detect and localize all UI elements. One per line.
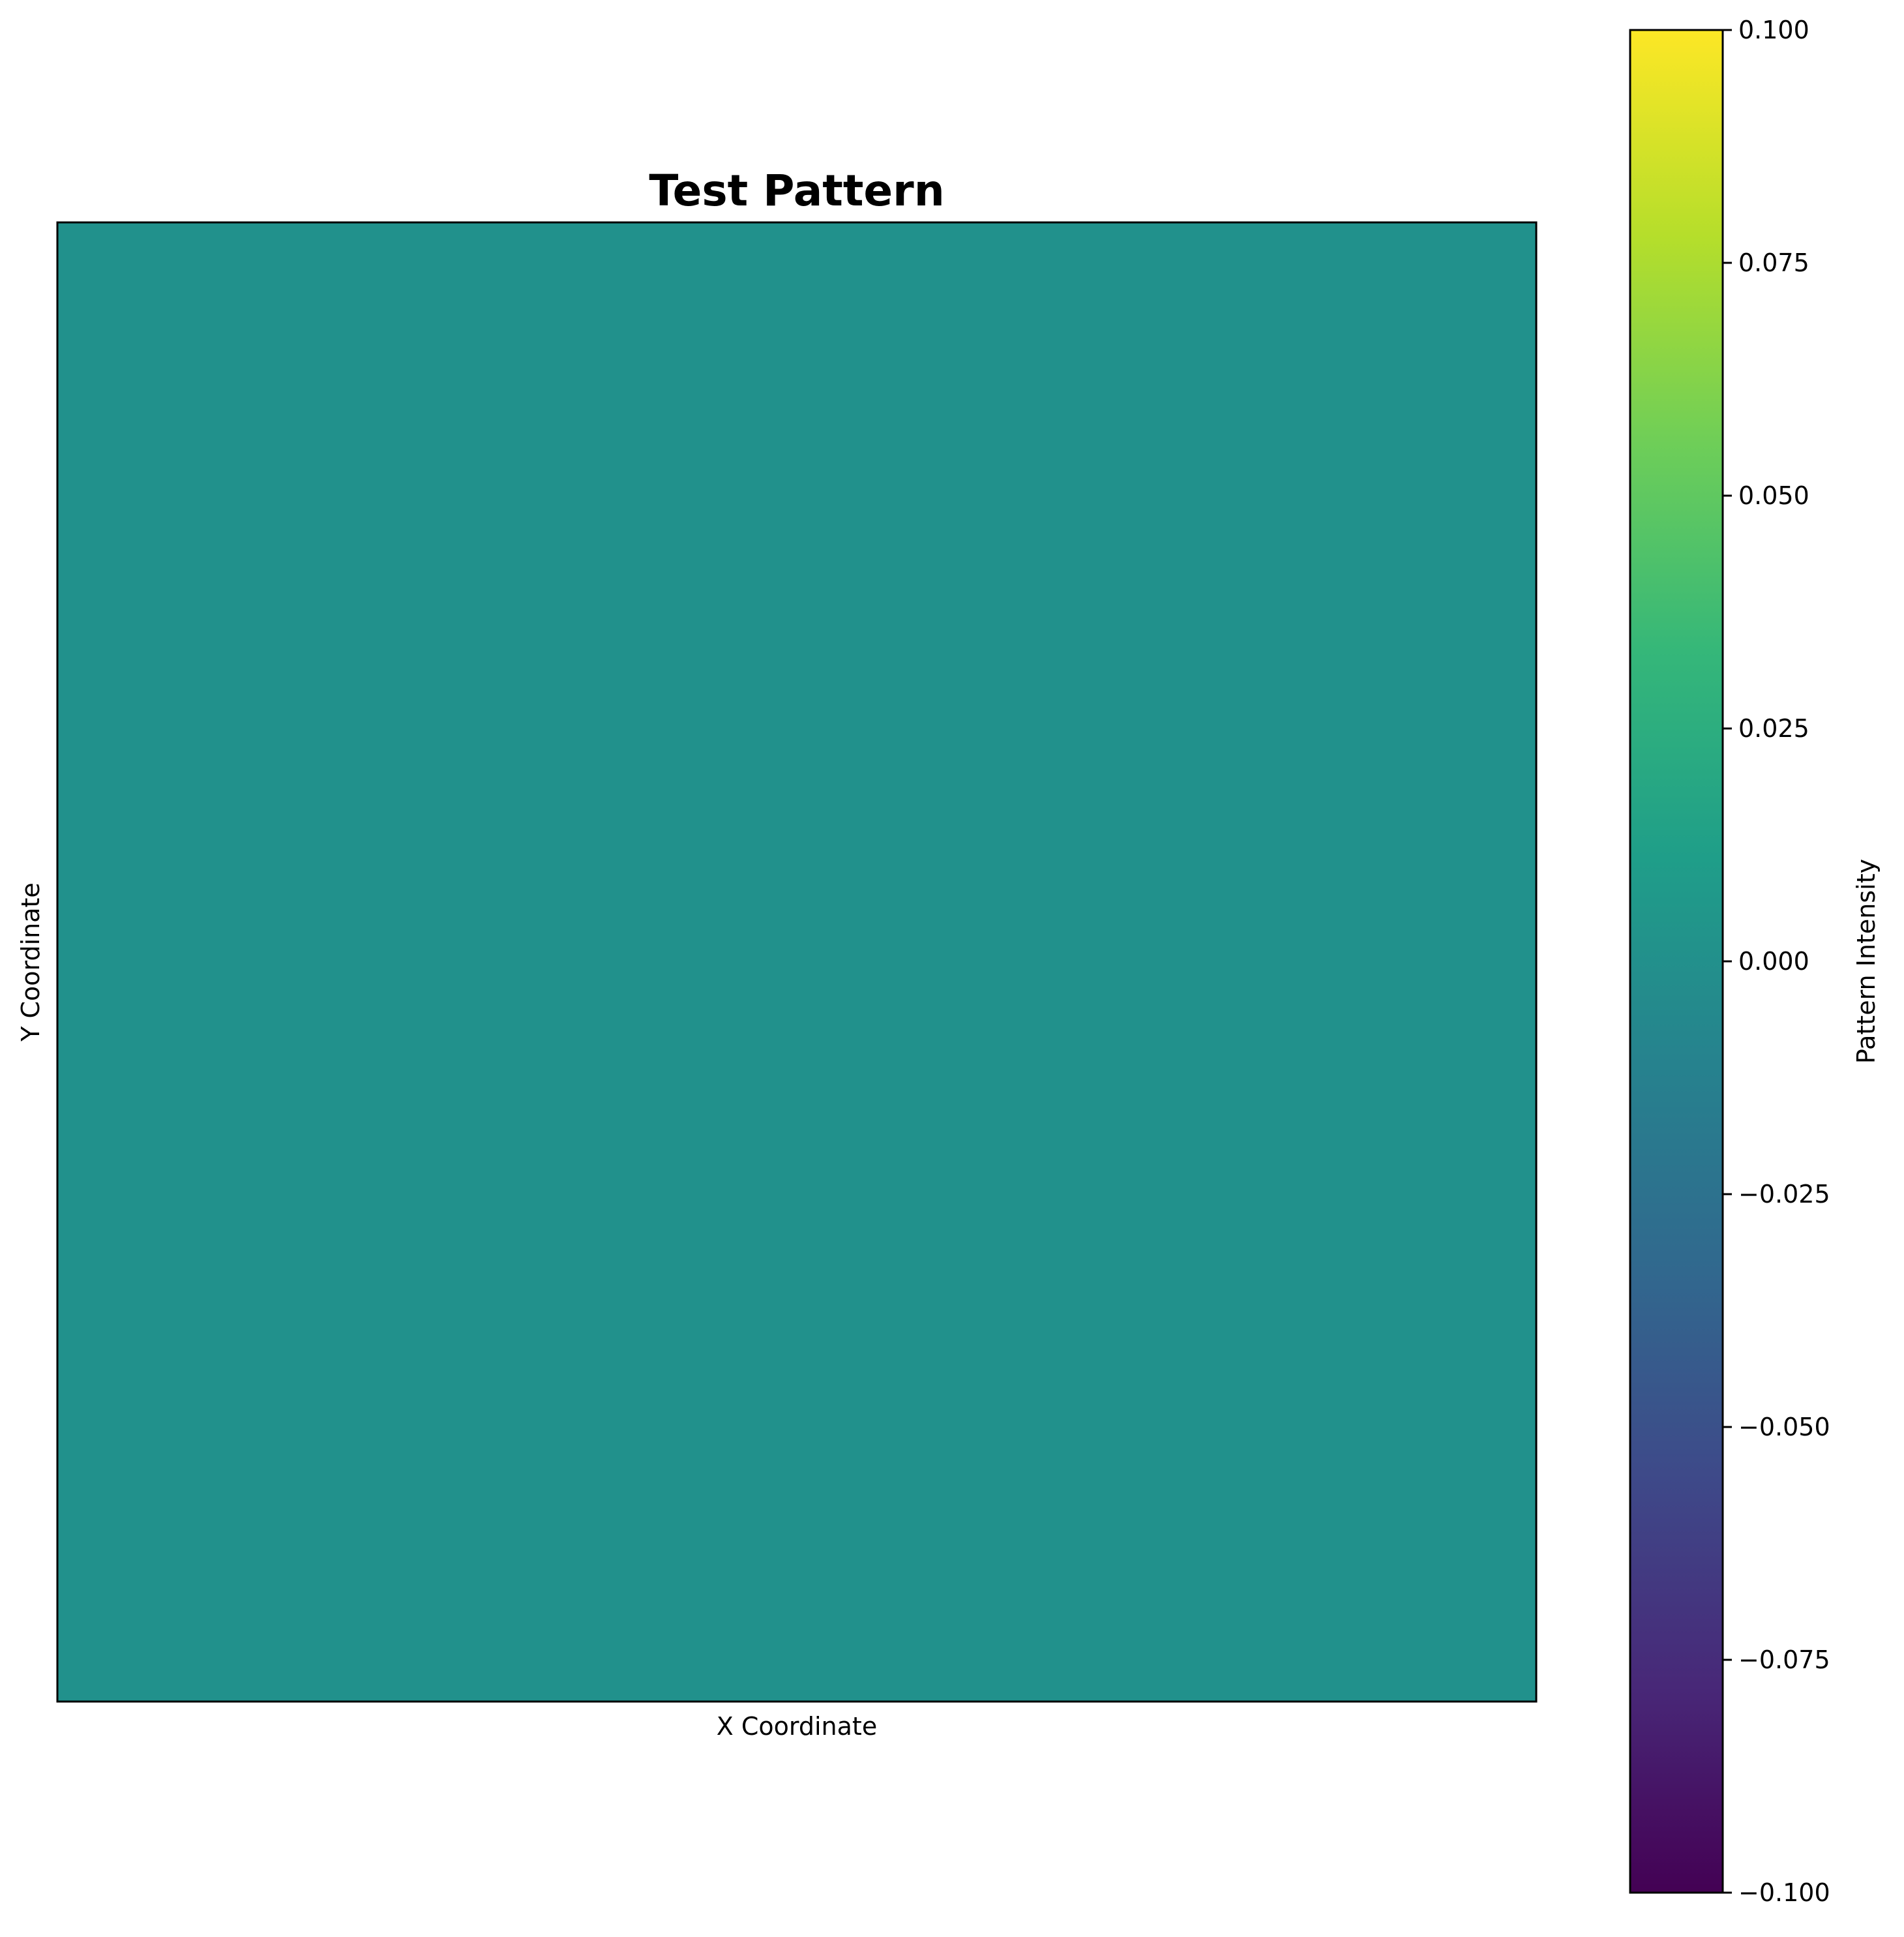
- colorbar-tick-label: −0.025: [1738, 1180, 1830, 1209]
- x-axis-label: X Coordinate: [717, 1712, 877, 1741]
- colorbar-label: Pattern Intensity: [1852, 859, 1881, 1064]
- colorbar-ticks: −0.100 −0.075 −0.050 −0.025 0.000 0.025 0.050 0…: [1723, 16, 1830, 1907]
- colorbar: −0.100 −0.075 −0.050 −0.025 0.000 0.025 0.050 0…: [1629, 16, 1881, 1907]
- y-axis-label: Y Coordinate: [16, 882, 45, 1042]
- colorbar-tick-label: −0.075: [1738, 1645, 1830, 1674]
- colorbar-tick-label: 0.100: [1738, 16, 1809, 44]
- colorbar-tick-label: 0.025: [1738, 714, 1809, 743]
- main-axes: [56, 221, 1538, 1703]
- colorbar-tick-label: −0.100: [1738, 1878, 1830, 1907]
- colorbar-tick-label: 0.050: [1738, 481, 1809, 510]
- colorbar-tick-label: 0.000: [1738, 947, 1809, 976]
- plot-frame: [56, 221, 1538, 1703]
- colorbar-gradient: [1630, 30, 1723, 1893]
- colorbar-tick-label: 0.075: [1738, 248, 1809, 277]
- chart-title: Test Pattern: [649, 166, 944, 216]
- heatmap-cell: [57, 222, 1536, 1702]
- colorbar-tick-label: −0.050: [1738, 1413, 1830, 1441]
